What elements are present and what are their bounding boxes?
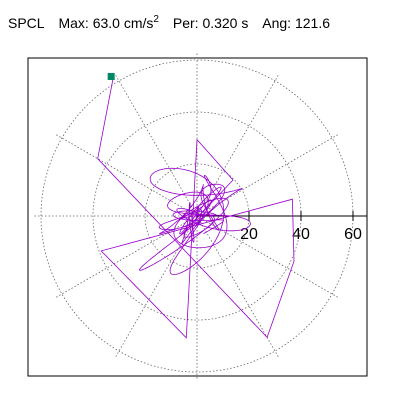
max-marker [107, 72, 115, 80]
marks [107, 72, 115, 80]
angle-value: 121.6 [294, 15, 331, 31]
grid-spoke-210 [54, 215, 198, 299]
grid-spoke-60 [196, 73, 280, 217]
grid-spoke-150 [54, 133, 198, 217]
radial-tick-label-40: 40 [292, 226, 310, 243]
plot-frame [27, 57, 368, 377]
radial-tick-label-20: 20 [240, 226, 258, 243]
orbit-extremes-path [97, 79, 295, 339]
period-value: 0.320 [202, 15, 238, 31]
radial-tick-label-60: 60 [344, 226, 362, 243]
period-unit: s [241, 15, 249, 31]
station-name: SPCL [8, 15, 45, 31]
period-label: Per: [172, 15, 199, 31]
max-label: Max: [58, 15, 89, 31]
max-value: 63.0 [92, 15, 120, 31]
angle-label: Ang: [262, 15, 292, 31]
header: SPCL Max: 63.0 cm/s2 Per: 0.320 s Ang: 1… [8, 14, 330, 31]
grid-spoke-120 [114, 73, 198, 217]
grid-spoke-30 [196, 133, 340, 217]
grid-spoke-240 [114, 215, 198, 359]
grid-spoke-300 [196, 215, 280, 359]
orbit-trace [97, 79, 295, 339]
max-unit: cm/s2 [123, 14, 159, 31]
grid-spoke-330 [196, 215, 340, 299]
